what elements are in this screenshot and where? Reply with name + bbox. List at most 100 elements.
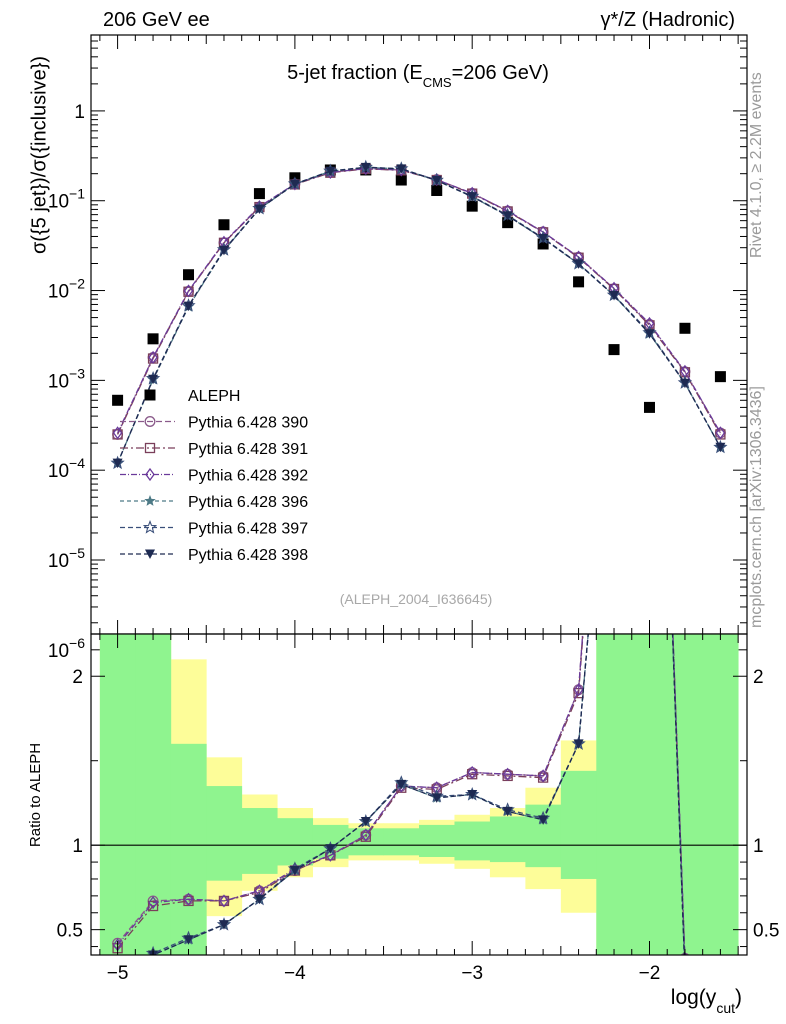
ratio-panel: 0.5 0.5 1 1 2 2 −5 −4 −3 −2 Ratio to ALEPH log(yc… xyxy=(27,633,779,1016)
ratio-point-p398 xyxy=(289,866,300,876)
data-point-data xyxy=(679,322,691,334)
main-title: 5-jet fraction (ECMS=206 GeV) xyxy=(287,62,549,90)
ratio-point-p392 xyxy=(573,683,584,697)
x-tick-label: −2 xyxy=(639,963,661,984)
main-series xyxy=(110,159,728,470)
ratio-point-p398 xyxy=(538,815,549,825)
x-axis-label-suffix: ) xyxy=(735,986,742,1009)
data-point-data xyxy=(431,184,443,196)
data-point-p398 xyxy=(183,301,194,312)
data-point-data xyxy=(112,394,124,406)
ratio-point-p398 xyxy=(254,894,265,905)
ratio-point-p398 xyxy=(467,790,478,800)
legend-item-p398: Pythia 6.428 398 xyxy=(120,547,308,564)
data-point-data xyxy=(253,188,265,200)
data-point-data xyxy=(643,401,655,413)
data-point-p398 xyxy=(573,259,584,269)
band-green-bin xyxy=(560,770,597,879)
data-point-p398 xyxy=(467,192,478,202)
data-point-p398 xyxy=(538,233,549,244)
ratio-point-p391 xyxy=(147,900,159,912)
data-point-p398 xyxy=(644,329,655,339)
legend-item-p396: Pythia 6.428 396 xyxy=(120,494,308,511)
data-point-p392 xyxy=(112,426,123,440)
ratio-point-p392 xyxy=(502,767,513,781)
x-axis-label-prefix: log(y xyxy=(671,986,717,1009)
data-point-data xyxy=(395,174,407,186)
data-point-p398 xyxy=(715,442,726,453)
main-title-suffix: =206 GeV) xyxy=(452,62,549,84)
band-green-bin xyxy=(631,634,668,955)
band-green-bin xyxy=(596,634,633,955)
ratio-point-p398 xyxy=(183,935,194,945)
legend-marker-data xyxy=(144,389,156,401)
data-point-p398 xyxy=(396,164,407,174)
data-point-data xyxy=(537,238,549,250)
x-tick-label: −3 xyxy=(461,963,483,984)
ratio-point-p398 xyxy=(502,806,513,817)
header-right-type: (Hadronic) xyxy=(642,9,735,31)
data-point-p398 xyxy=(254,204,265,214)
y-tick-label: 10−5 xyxy=(48,545,85,572)
ratio-ylabel: Ratio to ALEPH xyxy=(27,743,44,847)
y-tick-label: 10−6 xyxy=(48,635,85,662)
series-line-p392 xyxy=(117,167,721,434)
ratio-point-p392 xyxy=(361,828,371,842)
ratio-line-p398 xyxy=(151,634,685,955)
y-tick-label: 1 xyxy=(74,102,85,123)
ratio-point-p398 xyxy=(396,779,407,790)
ratio-point-p392 xyxy=(219,894,229,908)
data-point-p392 xyxy=(715,426,726,440)
watermark: (ALEPH_2004_I636645) xyxy=(340,591,493,607)
legend-item-p392: Pythia 6.428 392 xyxy=(120,468,308,485)
legend-label-p390: Pythia 6.428 390 xyxy=(188,415,308,432)
main-title-sub: CMS xyxy=(423,75,452,90)
y-tick-label: 10−2 xyxy=(48,276,85,303)
ratio-point-p392 xyxy=(183,892,194,906)
main-title-prefix: 5-jet fraction (E xyxy=(287,62,423,84)
data-point-p398 xyxy=(218,245,229,256)
data-point-data xyxy=(183,269,195,281)
data-point-data xyxy=(218,219,230,231)
legend-label-p398: Pythia 6.428 398 xyxy=(188,547,308,564)
data-point-p398 xyxy=(360,162,371,173)
series-line-p398 xyxy=(117,166,721,464)
legend-label-data: ALEPH xyxy=(188,388,240,405)
band-green-bin xyxy=(241,808,278,874)
ratio-point-p398 xyxy=(431,793,442,803)
ratio-point-p398 xyxy=(218,920,229,930)
y-tick-label: 10−1 xyxy=(48,186,85,213)
data-point-data xyxy=(714,371,726,383)
legend-item-data: ALEPH xyxy=(144,388,240,405)
ratio-y-tick-label: 0.5 xyxy=(57,921,83,942)
ratio-point-p392 xyxy=(148,896,158,910)
data-point-data xyxy=(147,333,159,345)
data-point-p398 xyxy=(679,378,690,389)
ratio-series xyxy=(91,634,747,955)
legend-label-p397: Pythia 6.428 397 xyxy=(188,521,308,538)
legend-item-p397: Pythia 6.428 397 xyxy=(120,519,308,538)
data-point-p392 xyxy=(183,284,194,298)
ratio-point-p392 xyxy=(467,765,477,780)
legend-marker-p396 xyxy=(144,495,156,506)
ratio-series-p398 xyxy=(148,634,685,955)
ratio-bands xyxy=(99,634,739,955)
ratio-border xyxy=(90,633,748,956)
ratio-point-p398 xyxy=(573,739,584,749)
x-axis-label: log(ycut) xyxy=(671,986,742,1016)
legend-item-p390: Pythia 6.428 390 xyxy=(120,415,308,432)
data-point-p398 xyxy=(325,166,336,177)
ratio-y-tick-label: 1 xyxy=(72,836,83,857)
band-green-bin xyxy=(99,634,136,955)
main-panel: 10−6 10−5 10−4 10−3 10−2 10−1 1 5-jet fraction… xyxy=(28,34,748,662)
data-point-data xyxy=(573,276,585,288)
y-tick-label: 10−4 xyxy=(48,455,85,482)
legend-label-p391: Pythia 6.428 391 xyxy=(188,441,308,458)
data-point-p398 xyxy=(289,179,300,190)
series-p398 xyxy=(112,162,726,469)
ratio-y-tick-label: 2 xyxy=(72,667,83,688)
ratio-ticks: 0.5 0.5 1 1 2 2 −5 −4 −3 −2 xyxy=(57,634,779,984)
header-right-process: γ*/Z xyxy=(601,9,637,31)
band-green-bin xyxy=(383,828,420,856)
